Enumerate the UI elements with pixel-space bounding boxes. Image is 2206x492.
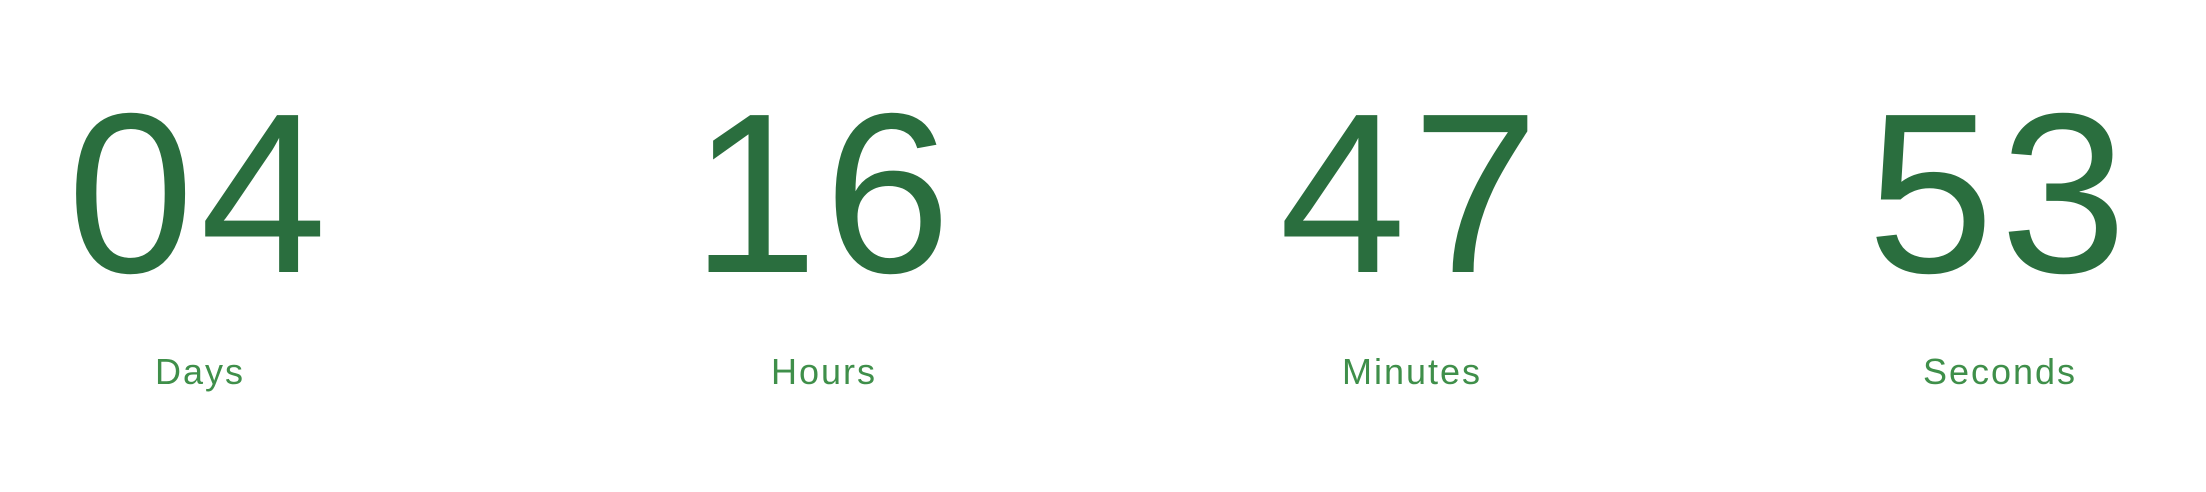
seconds-label: Seconds [1922,351,2078,392]
minutes-label: Minutes [1341,351,1483,392]
countdown-days: 04 Days [0,0,460,492]
countdown-minutes: 47 Minutes [1152,0,1672,492]
hours-value: 16 [691,67,957,321]
minutes-value: 47 [1279,67,1545,321]
hours-label: Hours [770,351,878,392]
countdown-seconds: 53 Seconds [1740,0,2206,492]
days-value: 04 [67,67,333,321]
days-label: Days [154,351,246,392]
seconds-value: 53 [1867,67,2133,321]
countdown-hours: 16 Hours [564,0,1084,492]
